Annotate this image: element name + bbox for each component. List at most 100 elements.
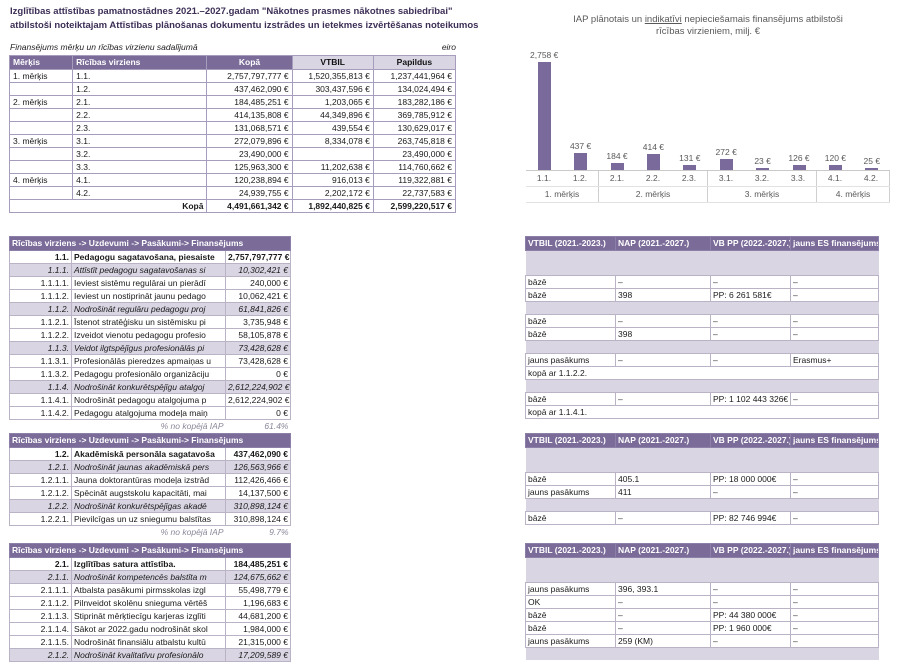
detail-right-cell: jauns pasākums xyxy=(525,485,616,499)
detail-right-row: jauns pasākums 396, 393.1– – xyxy=(525,582,879,596)
detail-row-amount: 240,000 € xyxy=(225,276,291,290)
detail-right-cell: bāzē xyxy=(525,314,616,328)
detail-row-description: Ieviest un nostiprināt jaunu pedago xyxy=(71,289,226,303)
detail-row-amount: 10,062,421 € xyxy=(225,289,291,303)
detail-row-number: 1.1.2.1. xyxy=(9,315,72,329)
detail-right-row: kopā ar 1.1.2.2. xyxy=(525,366,879,380)
detail-row-amount: 73,428,628 € xyxy=(225,354,291,368)
detail-right-cell: – xyxy=(710,485,791,499)
detail-row: 1.1.1. Attīstīt pedagogu sagatavošanas si… xyxy=(9,263,291,277)
detail-left-header-row: Rīcības virziens -> Uzdevumi -> Pasākumi… xyxy=(9,433,291,448)
summary-cell: 272,079,896 € xyxy=(206,134,293,148)
detail-right-column-header: VTBIL (2021.-2023.) xyxy=(525,543,616,558)
detail-right-cell: – xyxy=(790,275,879,289)
detail-row-description: Nodrošināt jaunas akadēmiskā pers xyxy=(71,460,226,474)
detail-row-number: 2.1.1.3. xyxy=(9,609,72,623)
document-title: Izglītības attīstības pamatnostādnes 202… xyxy=(10,5,480,32)
summary-cell: 183,282,186 € xyxy=(372,95,457,109)
detail-row-description: Sākot ar 2022.gadu nodrošināt skol xyxy=(71,622,226,636)
summary-cell: 114,760,662 € xyxy=(372,160,457,174)
detail-table-left: Rīcības virziens -> Uzdevumi -> Pasākumi… xyxy=(9,543,291,662)
detail-row-description: Īstenot stratēģisku un sistēmisku pi xyxy=(71,315,226,329)
summary-cell: 24,939,755 € xyxy=(206,186,293,200)
detail-right-cell: – xyxy=(710,327,791,341)
detail-row-amount: 21,315,000 € xyxy=(225,635,291,649)
axis-category-label: 3.2. xyxy=(754,173,770,183)
detail-right-cell: bāzē xyxy=(525,327,616,341)
detail-row-amount: 2,757,797,777 € xyxy=(225,250,291,264)
summary-cell xyxy=(8,121,74,135)
bar-value-label: 23 € xyxy=(754,156,771,166)
summary-cell: 369,785,912 € xyxy=(372,108,457,122)
detail-row-amount: 10,302,421 € xyxy=(225,263,291,277)
summary-row: 1. mērķis 1.1. 2,757,797,777 €1,520,355,81… xyxy=(8,69,457,83)
detail-right-column-header: NAP (2021.-2027.) xyxy=(615,543,711,558)
detail-right-shaded-band xyxy=(525,379,879,393)
detail-row-number: 1.2.1.1. xyxy=(9,473,72,487)
summary-column-header: VTBIL xyxy=(291,55,374,70)
detail-right-span-note: kopā ar 1.1.4.1. xyxy=(525,405,879,419)
detail-right-column-header: NAP (2021.-2027.) xyxy=(615,433,711,448)
detail-row: 2.1.1.4. Sākot ar 2022.gadu nodrošināt sk… xyxy=(9,622,291,636)
detail-right-cell: jauns pasākums xyxy=(525,634,616,648)
detail-right-row xyxy=(525,301,879,315)
detail-right-row: jauns pasākums 259 (KM) – – xyxy=(525,634,879,648)
detail-row-amount: 0 € xyxy=(225,406,291,420)
summary-cell: 8,334,078 € xyxy=(291,134,374,148)
summary-row: 4. mērķis 4.1. 120,238,894 €916,013 €119,3… xyxy=(8,173,457,187)
detail-right-cell: PP: 6 261 581€ xyxy=(710,288,791,302)
detail-right-cell: – xyxy=(710,582,791,596)
summary-cell xyxy=(8,186,74,200)
summary-cell: 134,024,494 € xyxy=(372,82,457,96)
summary-cell: 11,202,638 € xyxy=(291,160,374,174)
axis-category-label: 2.1. xyxy=(609,173,625,183)
bar-value-label: 437 € xyxy=(569,141,592,151)
summary-cell: 125,963,300 € xyxy=(206,160,293,174)
summary-cell: 131,068,571 € xyxy=(206,121,293,135)
detail-right-cell: 396, 393.1 xyxy=(615,582,711,596)
chart-title-line1: IAP plānotais un indikatīvi nepieciešama… xyxy=(573,14,843,25)
summary-cell: 3.3. xyxy=(72,160,208,174)
detail-right-row: bāzē – PP: 1 102 443 326€ (– xyxy=(525,392,879,406)
bar-value-label: 131 € xyxy=(679,153,701,163)
detail-row-number: 1.1.1.1. xyxy=(9,276,72,290)
detail-row-amount: 437,462,090 € xyxy=(225,447,291,461)
detail-right-cell: – xyxy=(790,327,879,341)
summary-cell: 119,322,881 € xyxy=(372,173,457,187)
detail-row-description: Jauna doktorantūras modeļa izstrād xyxy=(71,473,226,487)
detail-row: 1.1.3.2. Pedagogu profesionālo organizāci… xyxy=(9,367,291,381)
chart-axis: 1.1. 1.2. 2.1. 2.2. 2.3. 3.1. 3.2. 3.3. 4.1. 4.2.… xyxy=(526,170,890,203)
summary-cell: 3. mērķis xyxy=(8,134,74,148)
summary-cell: 1,520,355,813 € xyxy=(291,69,374,83)
detail-right-cell: – xyxy=(615,621,711,635)
detail-right-column-header: jauns ES finansējums xyxy=(790,236,879,251)
detail-row-amount: 0 € xyxy=(225,367,291,381)
detail-row-description: Pievilcīgas un uz sniegumu balstītas xyxy=(71,512,226,526)
detail-right-column-header: VB PP (2022.-2027.) xyxy=(710,236,791,251)
summary-cell: 44,349,896 € xyxy=(291,108,374,122)
detail-right-row: bāzē – PP: 1 960 000€ – xyxy=(525,621,879,635)
detail-row: 1.1.2.2. Izveidot vienotu pedagogu profes… xyxy=(9,328,291,342)
summary-cell: 2,757,797,777 € xyxy=(206,69,293,83)
detail-right-cell: bāzē xyxy=(525,288,616,302)
detail-right-cell: – xyxy=(615,595,711,609)
detail-right-cell: 398 xyxy=(615,327,711,341)
detail-table-left: Rīcības virziens -> Uzdevumi -> Pasākumi… xyxy=(9,433,291,538)
detail-right-cell: PP: 18 000 000€ xyxy=(710,472,791,486)
bar-2-1- xyxy=(610,163,624,170)
detail-row-amount: 55,498,779 € xyxy=(225,583,291,597)
detail-right-cell: bāzē xyxy=(525,275,616,289)
detail-row: 1.2.2.1. Pievilcīgas un uz sniegumu balst… xyxy=(9,512,291,526)
detail-right-shaded-band xyxy=(525,498,879,512)
detail-table-right: VTBIL (2021.-2023.) NAP (2021.-2027.) VB P… xyxy=(525,433,879,525)
summary-unit-note: eiro xyxy=(441,42,456,52)
detail-right-cell: OK xyxy=(525,595,616,609)
summary-header-row: Mērķis Rīcības virziens Kopā VTBIL Papildus xyxy=(8,55,457,70)
detail-row-description: Nodrošināt konkurētspējīgu atalgoj xyxy=(71,380,226,394)
summary-cell: 2.3. xyxy=(72,121,208,135)
detail-row: 1.1.1.1. Ieviest sistēmu regulārai un pie… xyxy=(9,276,291,290)
detail-row-description: Profesionālās pieredzes apmaiņas u xyxy=(71,354,226,368)
detail-row-number: 1.2.2.1. xyxy=(9,512,72,526)
summary-cell: 437,462,090 € xyxy=(206,82,293,96)
summary-row: 3. mērķis 3.1. 272,079,896 €8,334,078 €263… xyxy=(8,134,457,148)
